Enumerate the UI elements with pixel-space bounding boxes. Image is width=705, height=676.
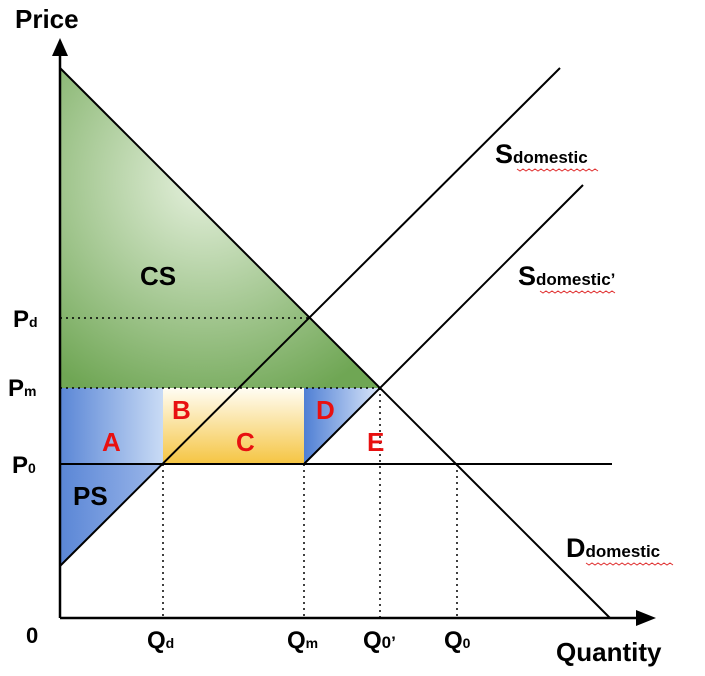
- demand-curve: [59, 67, 611, 619]
- supply-label-underline: [516, 168, 599, 172]
- demand-label-underline: [585, 562, 674, 566]
- y-axis-arrow: [52, 38, 68, 56]
- supply-shifted-curve: [303, 184, 584, 465]
- region-c-label: C: [236, 427, 255, 457]
- origin-label: 0: [26, 623, 38, 648]
- quantity-label-q0: Q0: [444, 627, 471, 654]
- region-e-label: E: [367, 427, 384, 457]
- region-bc-area: [163, 388, 304, 464]
- x-axis-arrow: [636, 610, 656, 626]
- region-a-area: [60, 388, 163, 464]
- demand-curve-label: Ddomestic: [566, 533, 660, 563]
- price-label-pd: Pd: [13, 306, 38, 333]
- supply-curve-label: Sdomestic: [495, 139, 588, 169]
- quantity-label-qd: Qd: [147, 627, 174, 654]
- x-axis-title: Quantity: [556, 637, 662, 667]
- region-d-label: D: [316, 395, 335, 425]
- cs-label: CS: [140, 261, 176, 291]
- y-axis-title: Price: [15, 4, 79, 34]
- guide-lines: [60, 317, 458, 618]
- region-a-label: A: [102, 427, 121, 457]
- price-label-pm: Pm: [8, 375, 36, 402]
- quantity-label-qm: Qm: [287, 627, 318, 654]
- price-label-p0: P0: [12, 452, 36, 479]
- quantity-label-q0-prime: Q0’: [363, 627, 396, 654]
- region-b-label: B: [172, 395, 191, 425]
- supply-shifted-label-underline: [539, 290, 616, 294]
- supply-curve: [59, 67, 561, 567]
- ps-label: PS: [73, 481, 108, 511]
- supply-shifted-curve-label: Sdomestic’: [518, 261, 615, 291]
